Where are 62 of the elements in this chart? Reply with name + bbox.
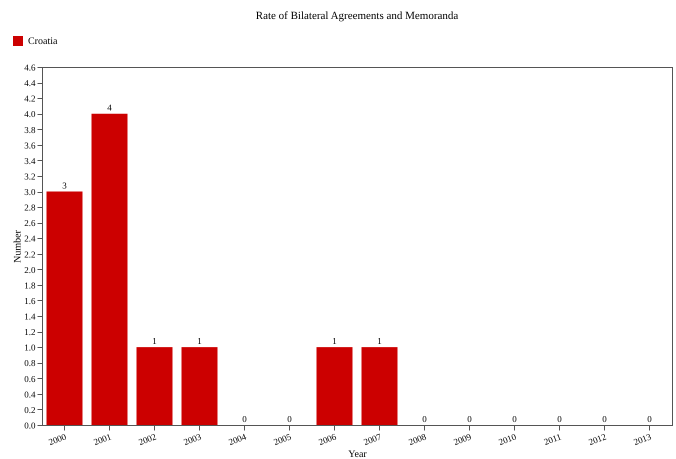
y-tick-label: 0.6 — [24, 374, 36, 384]
data-label: 0 — [602, 414, 608, 424]
y-tick-label: 3.0 — [24, 187, 36, 198]
y-tick-label: 2.6 — [24, 218, 36, 228]
y-tick-label: 2.8 — [24, 202, 36, 213]
data-label: 4 — [107, 102, 112, 113]
bar — [362, 347, 398, 425]
y-tick-label: 4.0 — [24, 109, 36, 120]
y-tick-label: 3.8 — [24, 124, 36, 135]
x-tick-label: 2011 — [542, 432, 563, 447]
y-tick-label: 2.4 — [24, 234, 36, 244]
y-tick-label: 4.4 — [24, 78, 36, 88]
y-tick-label: 1.2 — [24, 327, 36, 338]
y-tick-label: 0.4 — [24, 389, 36, 400]
data-label: 1 — [197, 336, 202, 346]
x-tick-label: 2002 — [137, 432, 158, 448]
y-tick-label: 1.6 — [24, 296, 36, 306]
y-tick-label: 4.2 — [24, 94, 36, 104]
x-axis-title: Year — [348, 449, 368, 459]
x-tick-label: 2006 — [317, 431, 338, 448]
x-tick-label: 2005 — [272, 431, 294, 448]
y-tick-label: 2.2 — [24, 249, 36, 260]
y-tick-label: 1.8 — [24, 280, 36, 290]
bar — [46, 192, 82, 425]
data-label: 1 — [332, 336, 337, 346]
chart-title: Rate of Bilateral Agreements and Memoranda — [256, 10, 458, 22]
y-tick-label: 3.4 — [24, 156, 36, 166]
x-tick-label: 2000 — [47, 431, 68, 448]
y-tick-label: 3.6 — [24, 140, 36, 150]
data-label: 0 — [242, 414, 248, 424]
data-label: 1 — [377, 336, 382, 346]
bar — [316, 347, 352, 425]
x-tick-label: 2012 — [587, 432, 608, 448]
y-tick-label: 4.6 — [24, 62, 36, 72]
data-label: 0 — [467, 414, 472, 424]
data-label: 3 — [62, 180, 68, 191]
y-tick-label: 1.4 — [24, 312, 36, 322]
data-label: 0 — [512, 414, 518, 424]
data-label: 0 — [422, 414, 428, 424]
y-tick-label: 1.0 — [24, 342, 36, 353]
x-tick-label: 2003 — [182, 431, 204, 448]
x-tick-label: 2013 — [632, 431, 654, 448]
y-tick-label: 2.0 — [24, 264, 36, 275]
bar — [136, 347, 172, 425]
y-axis-title: Number — [12, 229, 24, 263]
x-tick-label: 2001 — [92, 432, 113, 448]
bar — [92, 114, 128, 425]
x-tick-label: 2007 — [362, 431, 384, 448]
data-label: 1 — [152, 336, 157, 346]
y-tick-label: 0.2 — [24, 404, 36, 415]
x-tick-label: 2010 — [497, 431, 518, 448]
legend-label: Croatia — [28, 36, 58, 47]
y-tick-label: 3.2 — [24, 171, 36, 182]
x-tick-label: 2008 — [407, 431, 428, 448]
data-label: 0 — [287, 414, 292, 424]
y-tick-label: 0.0 — [24, 420, 36, 430]
x-tick-label: 2004 — [227, 431, 248, 448]
data-label: 0 — [557, 414, 562, 424]
bar — [182, 347, 218, 425]
data-label: 0 — [647, 414, 652, 424]
x-tick-label: 2009 — [452, 431, 474, 448]
y-tick-label: 0.8 — [24, 358, 36, 368]
